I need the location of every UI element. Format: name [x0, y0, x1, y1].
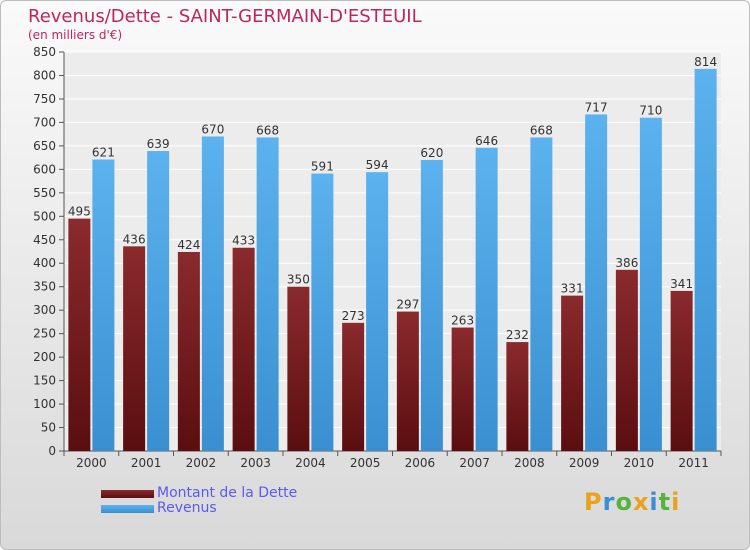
x-tick-label: 2010: [624, 456, 655, 470]
bar-dette: [451, 327, 474, 451]
data-label-revenus: 620: [420, 146, 443, 160]
data-label-revenus: 668: [256, 123, 279, 137]
y-tick-label: 450: [33, 233, 56, 247]
y-tick-label: 150: [33, 374, 56, 388]
y-tick-label: 350: [33, 280, 56, 294]
bar-dette: [615, 269, 638, 451]
bar-revenus: [311, 173, 334, 452]
x-tick-label: 2002: [186, 456, 217, 470]
logo-letter: P: [584, 488, 603, 516]
legend-swatch-dette: [101, 490, 154, 498]
bar-revenus: [92, 159, 115, 451]
data-label-dette: 232: [506, 328, 529, 342]
data-label-dette: 433: [232, 234, 255, 248]
bar-dette: [287, 286, 310, 451]
bar-revenus: [530, 137, 553, 452]
x-tick-label: 2001: [131, 456, 162, 470]
bar-revenus: [147, 151, 170, 451]
chart-title: Revenus/Dette - SAINT-GERMAIN-D'ESTEUIL: [28, 6, 422, 27]
y-tick-label: 250: [33, 327, 56, 341]
data-label-revenus: 710: [639, 104, 662, 118]
data-label-revenus: 594: [366, 158, 389, 172]
y-tick-label: 800: [33, 68, 56, 82]
y-tick-label: 750: [33, 92, 56, 106]
x-tick-label: 2000: [76, 456, 107, 470]
y-tick-label: 700: [33, 115, 56, 129]
data-label-revenus: 621: [92, 145, 115, 159]
data-label-dette: 350: [287, 273, 310, 287]
bar-revenus: [420, 159, 443, 451]
data-label-dette: 341: [670, 277, 693, 291]
y-tick-label: 200: [33, 350, 56, 364]
chart-subtitle: (en milliers d'€): [28, 28, 123, 42]
data-label-dette: 263: [451, 314, 474, 328]
logo-letter: o: [615, 488, 633, 516]
y-tick-label: 600: [33, 162, 56, 176]
proxiti-logo: Proxiti: [584, 488, 680, 516]
x-tick-label: 2008: [514, 456, 545, 470]
y-tick-label: 300: [33, 303, 56, 317]
data-label-revenus: 670: [201, 122, 224, 136]
bar-dette: [177, 251, 200, 451]
x-tick-label: 2007: [459, 456, 490, 470]
legend-swatch-revenus: [101, 505, 154, 513]
bar-dette: [123, 246, 146, 451]
legend-label-dette: Montant de la Dette: [157, 485, 298, 501]
y-tick-label: 500: [33, 209, 56, 223]
y-tick-label: 650: [33, 139, 56, 153]
data-label-dette: 331: [561, 282, 584, 296]
data-label-dette: 386: [615, 256, 638, 270]
bar-dette: [68, 218, 91, 451]
data-label-dette: 495: [68, 205, 91, 219]
y-tick-label: 550: [33, 186, 56, 200]
x-tick-label: 2006: [405, 456, 436, 470]
legend-label-revenus: Revenus: [157, 500, 217, 516]
bar-revenus: [256, 137, 279, 452]
y-tick-label: 50: [41, 421, 56, 435]
bar-dette: [342, 322, 365, 451]
plot-area: [64, 52, 721, 451]
y-tick-label: 0: [48, 444, 56, 458]
logo-letter: i: [671, 488, 681, 516]
data-label-dette: 424: [177, 238, 200, 252]
x-tick-label: 2005: [350, 456, 381, 470]
bar-revenus: [366, 172, 389, 451]
data-label-revenus: 668: [530, 123, 553, 137]
x-tick-label: 2009: [569, 456, 600, 470]
data-label-revenus: 591: [311, 160, 334, 174]
logo-letter: x: [632, 488, 650, 516]
bar-dette: [396, 311, 419, 451]
data-label-revenus: 717: [585, 100, 608, 114]
x-tick-label: 2011: [678, 456, 709, 470]
bar-revenus: [475, 147, 498, 451]
bar-dette: [232, 247, 255, 451]
logo-letter: r: [602, 488, 616, 516]
data-label-revenus: 814: [694, 55, 717, 69]
bar-revenus: [585, 114, 608, 451]
y-tick-label: 100: [33, 397, 56, 411]
x-tick-label: 2003: [240, 456, 271, 470]
logo-letter: t: [658, 488, 672, 516]
data-label-revenus: 646: [475, 134, 498, 148]
bar-revenus: [694, 68, 717, 451]
bar-revenus: [201, 136, 224, 451]
data-label-dette: 436: [123, 232, 146, 246]
bar-dette: [506, 342, 529, 451]
y-tick-label: 400: [33, 256, 56, 270]
bar-dette: [561, 295, 584, 451]
data-label-revenus: 639: [147, 137, 170, 151]
y-tick-label: 850: [33, 45, 56, 59]
bar-revenus: [639, 117, 662, 451]
logo-letter: i: [649, 488, 659, 516]
data-label-dette: 297: [396, 298, 419, 312]
x-tick-label: 2004: [295, 456, 326, 470]
data-label-dette: 273: [342, 309, 365, 323]
bar-dette: [670, 290, 693, 451]
